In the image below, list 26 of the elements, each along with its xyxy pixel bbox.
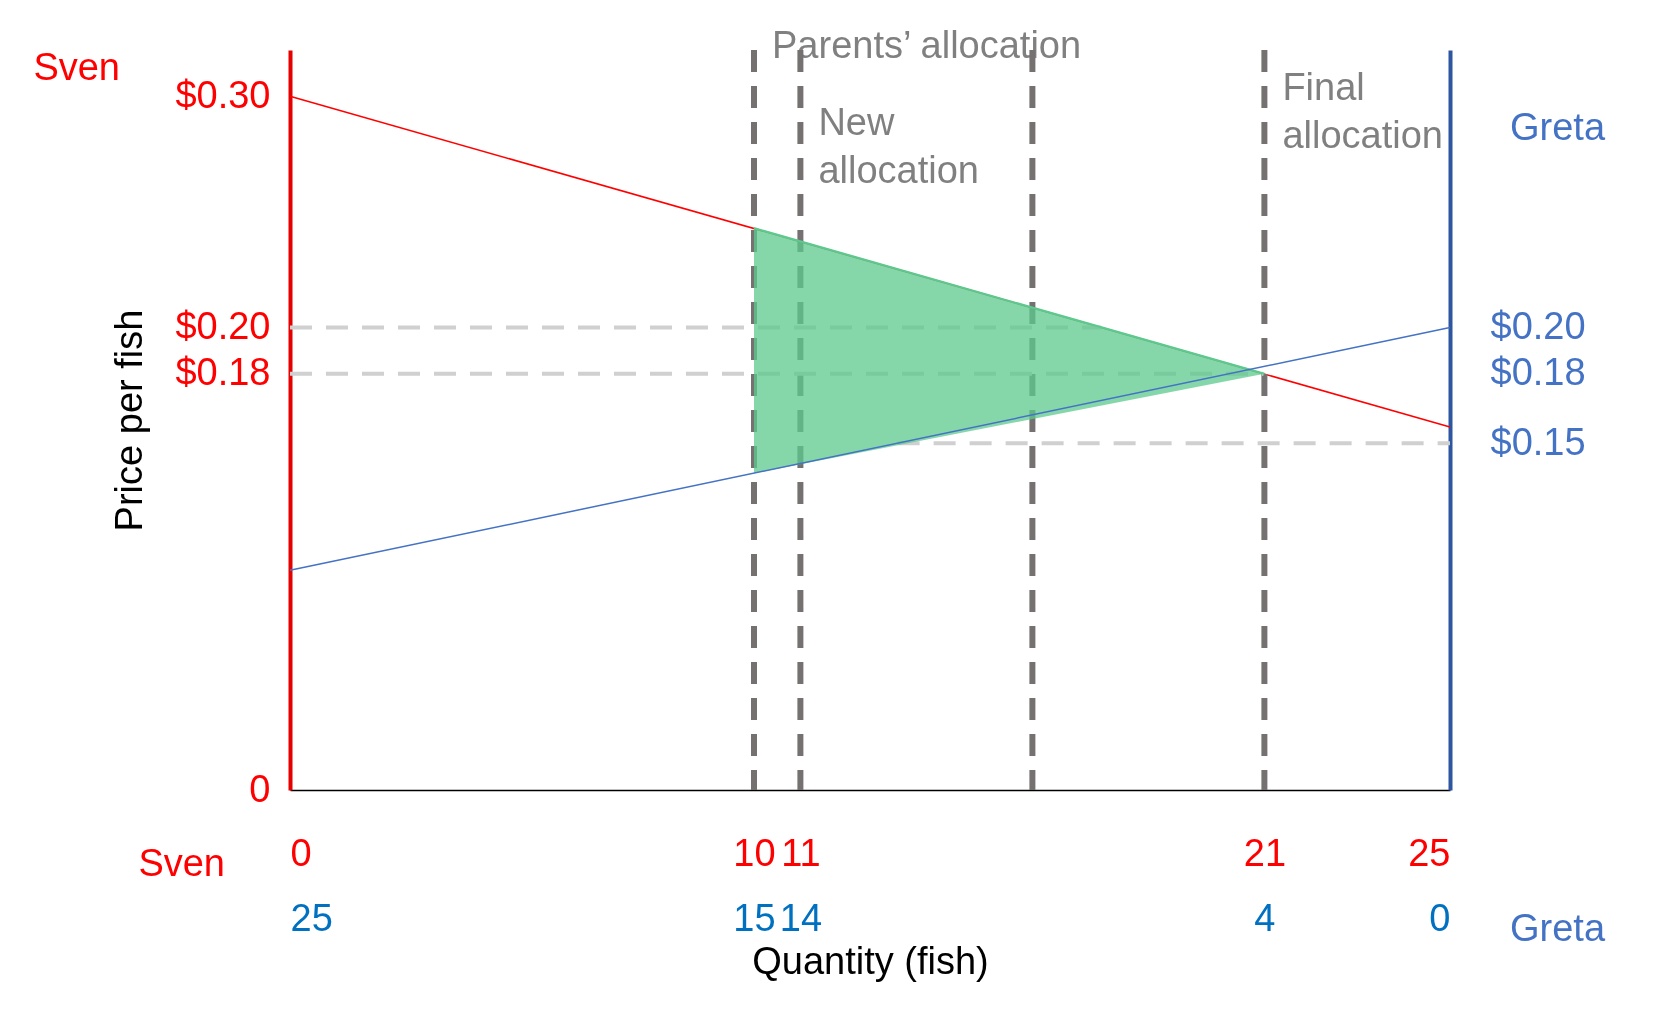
x-tick-label: 0 xyxy=(290,831,312,874)
x-tick-label: 25 xyxy=(1408,831,1451,874)
y-tick-label: $0.20 xyxy=(175,305,271,347)
text: Greta xyxy=(1510,106,1606,148)
x2-tick-label: 14 xyxy=(779,896,823,939)
text: Sven xyxy=(33,46,120,88)
x2-tick-label: 4 xyxy=(1254,896,1276,939)
text: Sven xyxy=(138,842,225,884)
y2-tick-label: $0.20 xyxy=(1490,305,1586,347)
x2-tick-label: 0 xyxy=(1429,896,1451,939)
y2-tick-label: $0.18 xyxy=(1490,351,1586,394)
y-tick-label: 0 xyxy=(249,767,271,810)
x-tick-label: 21 xyxy=(1243,831,1287,874)
y2-tick-label: $0.15 xyxy=(1490,420,1586,463)
x2-tick-label: 15 xyxy=(733,896,776,939)
y-tick-label: $0.18 xyxy=(175,351,271,394)
x2-tick-label: 25 xyxy=(290,896,333,939)
ref-line-label: Parents’ allocation xyxy=(772,24,1082,66)
x-axis-title: Quantity (fish) xyxy=(752,939,989,982)
ref-line-label: New allocation xyxy=(818,101,979,191)
y-tick-label: $0.30 xyxy=(175,73,271,116)
text: Greta xyxy=(1510,907,1606,949)
y-axis-title: Price per fish xyxy=(108,309,151,532)
ref-line-label: Final allocation xyxy=(1282,66,1443,156)
x-tick-label: 11 xyxy=(781,831,821,874)
x-tick-label: 10 xyxy=(733,831,776,874)
